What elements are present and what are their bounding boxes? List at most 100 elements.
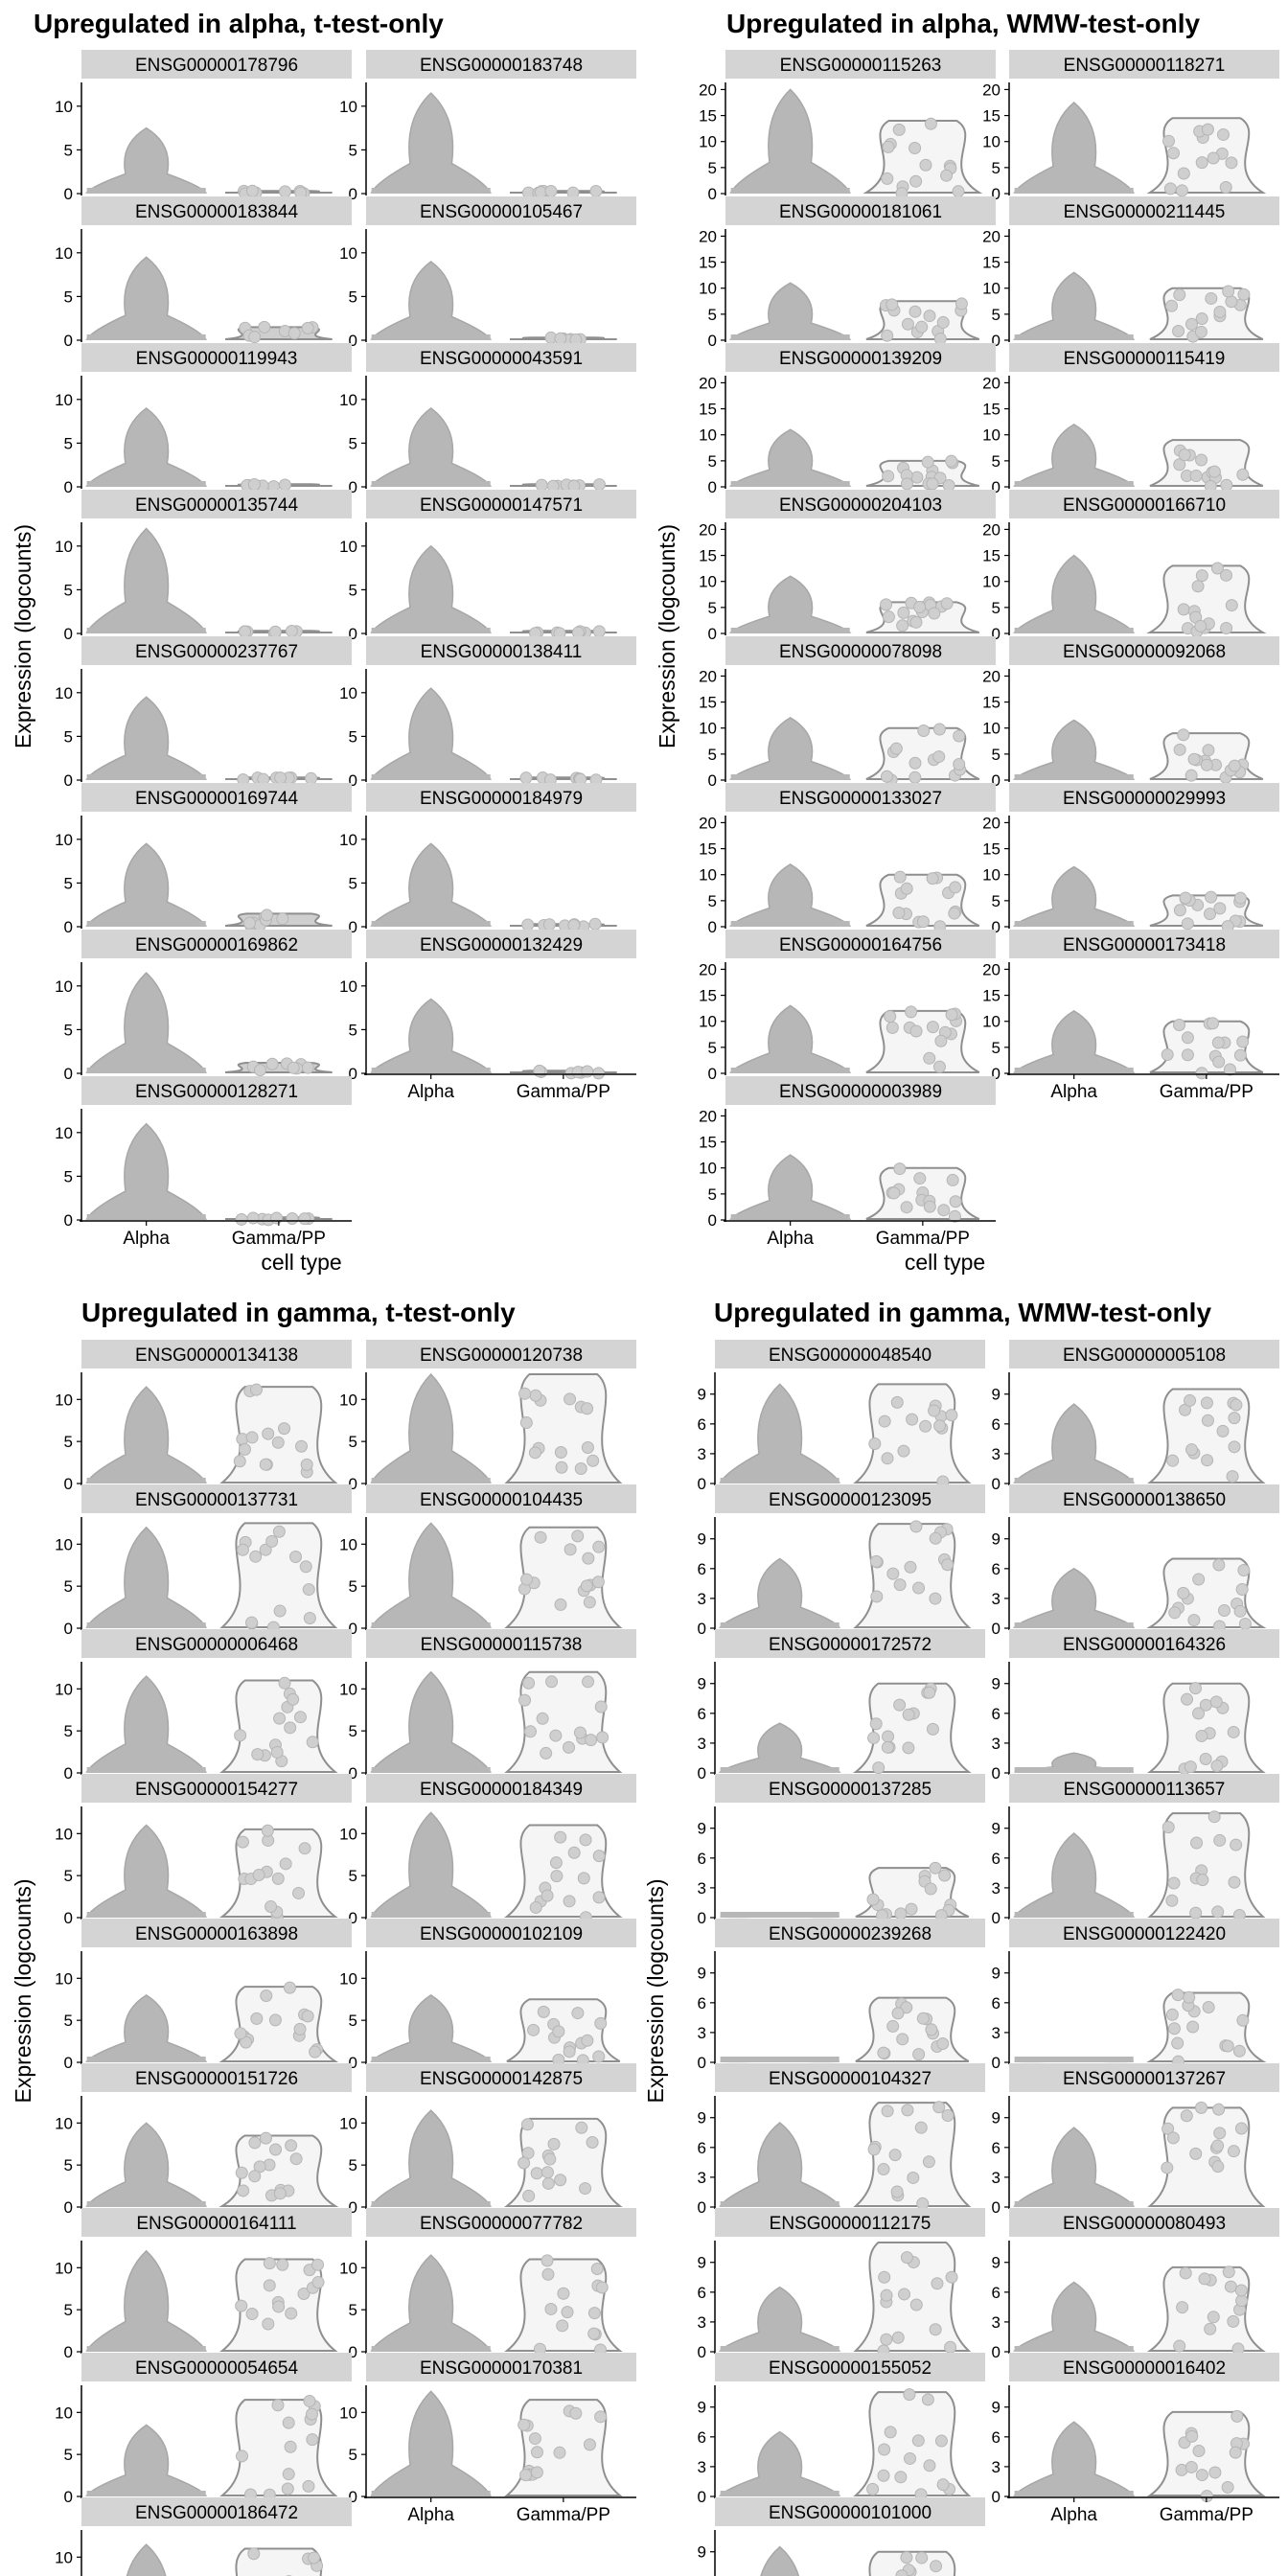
facet-strip (366, 343, 636, 372)
data-point (1195, 569, 1208, 583)
data-point (1208, 465, 1221, 478)
y-tick-label: 10 (55, 244, 73, 263)
data-point (1207, 2311, 1220, 2324)
data-point (1208, 1810, 1221, 1824)
data-point (271, 1436, 285, 1449)
y-tick-label: 15 (982, 694, 1000, 712)
data-point (522, 1676, 536, 1690)
facet-label: ENSG00000006468 (135, 1635, 298, 1655)
data-point (907, 2171, 920, 2184)
data-point (1229, 2446, 1242, 2459)
violin-alpha (85, 2424, 208, 2496)
violin-gamma (853, 2391, 972, 2496)
violin-panel: ENSG00000134138 0 5 10 (55, 1340, 352, 1493)
data-point (520, 1573, 534, 1586)
y-tick-label: 10 (339, 98, 357, 116)
data-point (537, 2005, 550, 2018)
data-point (567, 1846, 581, 1859)
data-point (926, 477, 939, 491)
data-point (919, 1419, 932, 1433)
data-point (1200, 758, 1213, 771)
data-point (554, 2174, 567, 2187)
violin-gamma (1146, 564, 1267, 633)
data-point (248, 2170, 262, 2183)
point-band-alpha (86, 628, 206, 633)
violin-alpha (85, 2249, 207, 2352)
facet-label: ENSG00000134138 (135, 1346, 298, 1366)
data-point (1204, 2322, 1217, 2335)
data-point (519, 2469, 533, 2482)
data-point (869, 1554, 883, 1568)
data-point (251, 1748, 264, 1761)
x-axis-title: cell type (261, 1250, 341, 1275)
facet-strip (725, 50, 996, 79)
y-tick-label: 0 (349, 478, 357, 496)
y-tick-label: 0 (698, 1764, 706, 1782)
facet-strip (715, 2063, 985, 2092)
violin-panel: ENSG00000139209 0 5 10 15 20 (699, 343, 996, 496)
point-band-alpha (371, 1622, 491, 1628)
y-tick-label: 5 (64, 1577, 73, 1596)
y-tick-label: 0 (698, 2198, 706, 2217)
violin-panel: ENSG00000164326 0 3 6 9 (992, 1629, 1279, 1782)
facet-strip (715, 2208, 985, 2237)
data-point (1178, 448, 1191, 462)
chart-section-1: Upregulated in alpha, t-test-only ENSG000… (11, 9, 636, 1275)
point-band-alpha (730, 774, 850, 780)
facet-label: ENSG00000181061 (779, 202, 942, 222)
violin-alpha (728, 716, 852, 780)
data-point (1181, 1048, 1194, 1062)
violin-gamma (853, 1523, 972, 1628)
data-point (934, 1034, 948, 1047)
violin-alpha (85, 527, 207, 633)
y-tick-label: 10 (339, 831, 357, 849)
data-point (880, 2288, 893, 2302)
data-point (302, 2479, 315, 2493)
data-point (1203, 908, 1216, 921)
facet-strip (1009, 636, 1279, 665)
data-point (1177, 728, 1190, 742)
chart-title: Upregulated in gamma, WMW-test-only (714, 1298, 1211, 1327)
y-tick-label: 10 (55, 2404, 73, 2422)
point-band-alpha (371, 2346, 491, 2352)
y-tick-label: 9 (698, 1530, 706, 1549)
y-tick-label: 0 (698, 2343, 706, 2361)
facet-label: ENSG00000115738 (421, 1635, 583, 1655)
data-point (1202, 2000, 1215, 2013)
data-point (1225, 295, 1238, 309)
data-point (1225, 156, 1238, 170)
violin-panel: ENSG00000016402 0 3 6 9 Alpha Gamma/PP (992, 2353, 1279, 2525)
data-point (1183, 1990, 1196, 2004)
violin-alpha (85, 256, 208, 340)
data-point (245, 1616, 259, 1629)
y-tick-label: 5 (349, 581, 357, 599)
data-point (1171, 1989, 1184, 2002)
point-band-alpha (720, 1767, 840, 1773)
data-point (237, 2184, 250, 2197)
data-point (1212, 1558, 1226, 1572)
data-point (571, 2007, 585, 2020)
data-point (877, 2046, 890, 2059)
point-band-alpha (371, 1478, 491, 1484)
data-point (592, 1067, 606, 1080)
data-point (299, 1560, 312, 1574)
data-point (909, 2298, 923, 2312)
data-point (586, 1454, 600, 1467)
facet-strip (366, 196, 636, 225)
data-point (923, 1200, 936, 1213)
y-tick-label: 10 (339, 1680, 357, 1698)
data-point (554, 1446, 567, 1460)
data-point (904, 2451, 917, 2465)
data-point (278, 185, 291, 198)
point-band-alpha (86, 1068, 206, 1073)
data-point (897, 606, 910, 619)
facet-label: ENSG00000119943 (136, 349, 298, 369)
facet-strip (1009, 930, 1279, 958)
violin-panel: ENSG00000183844 0 5 10 (55, 196, 352, 350)
data-point (284, 1721, 297, 1735)
data-point (298, 1212, 311, 1226)
data-point (272, 2300, 286, 2313)
y-tick-label: 5 (64, 288, 73, 306)
data-point (925, 2023, 938, 2036)
data-point (1211, 2160, 1225, 2174)
